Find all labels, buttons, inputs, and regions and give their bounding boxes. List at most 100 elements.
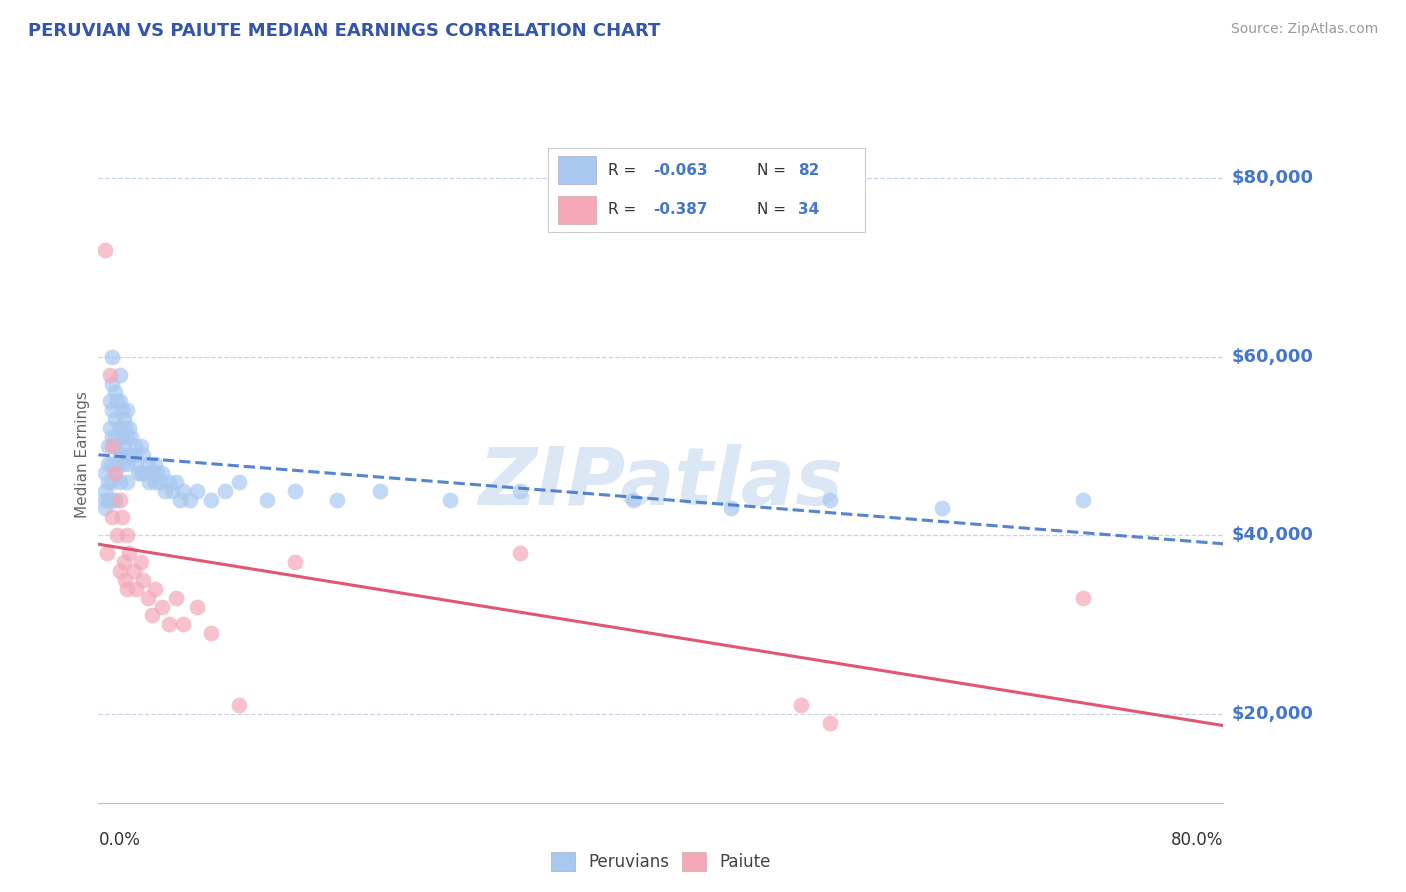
Point [129,555,152,569]
Point [284,483,307,498]
Y-axis label: Median Earnings: Median Earnings [75,392,90,518]
Point [111,430,134,444]
Point [818,492,841,507]
Point [129,439,152,453]
FancyBboxPatch shape [558,156,596,184]
Point [256,492,278,507]
Point [134,466,156,480]
Text: $20,000: $20,000 [1232,705,1313,723]
Text: 82: 82 [799,163,820,178]
Point [94,483,117,498]
Point [112,439,135,453]
Text: Source: ZipAtlas.com: Source: ZipAtlas.com [1230,22,1378,37]
Point [214,483,236,498]
Point [112,555,135,569]
Point [368,483,391,498]
Point [439,492,461,507]
Point [931,501,953,516]
Point [104,466,127,480]
Point [136,591,159,605]
Point [120,430,142,444]
Point [621,492,644,507]
Point [150,466,173,480]
Point [186,483,208,498]
Point [150,599,173,614]
Point [101,475,124,489]
Point [111,510,134,524]
Point [115,403,138,417]
Point [141,608,163,623]
Point [165,591,187,605]
Text: 34: 34 [799,202,820,217]
Point [101,350,124,364]
Text: ZIPatlas: ZIPatlas [478,443,844,522]
Point [143,475,166,489]
Point [97,475,120,489]
FancyBboxPatch shape [558,196,596,224]
Point [111,457,134,471]
Point [127,466,149,480]
Point [98,394,121,409]
Point [118,421,141,435]
Point [118,448,141,462]
Point [172,617,194,632]
Point [790,698,813,712]
Point [111,403,134,417]
Point [97,492,120,507]
Point [115,528,138,542]
Text: N =: N = [758,163,792,178]
Point [141,466,163,480]
Point [149,475,172,489]
Text: 80.0%: 80.0% [1171,831,1223,849]
Point [125,582,148,596]
Point [143,457,166,471]
Point [108,421,131,435]
Point [101,403,124,417]
Point [129,466,152,480]
Point [97,457,120,471]
Point [132,448,155,462]
Point [108,368,131,382]
Point [98,368,121,382]
Point [172,483,194,498]
Point [101,430,124,444]
Text: N =: N = [758,202,792,217]
Point [101,439,124,453]
Point [115,430,138,444]
Point [115,475,138,489]
Point [105,430,128,444]
Point [96,546,118,560]
Point [104,439,127,453]
Point [105,394,128,409]
Point [101,510,124,524]
Point [284,555,307,569]
Point [114,448,136,462]
Point [1071,591,1094,605]
Point [118,546,141,560]
Point [101,457,124,471]
Text: $40,000: $40,000 [1232,526,1313,544]
Point [509,546,531,560]
Point [228,698,250,712]
Text: $60,000: $60,000 [1232,348,1313,366]
Point [108,448,131,462]
Point [114,573,136,587]
Point [146,466,169,480]
Point [509,483,531,498]
Point [818,715,841,730]
Point [125,457,148,471]
Point [132,573,155,587]
Point [97,439,120,453]
Point [1071,492,1094,507]
Text: R =: R = [609,202,641,217]
Point [720,501,742,516]
Point [165,475,187,489]
Point [104,412,127,426]
Text: 0.0%: 0.0% [98,831,141,849]
Point [179,492,201,507]
Point [115,457,138,471]
Text: -0.063: -0.063 [652,163,707,178]
Point [101,376,124,391]
Point [326,492,349,507]
Point [108,394,131,409]
